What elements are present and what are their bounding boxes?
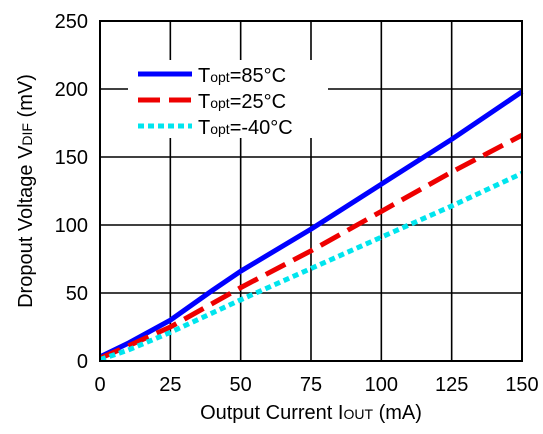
legend-label: Topt=-40°C [198,117,293,139]
legend-label-rest: =-40°C [230,117,293,139]
tick-labels: 0 25 50 75 100 125 150 0 50 100 150 200 250 [55,11,539,396]
legend-label-rest: =85°C [230,65,286,87]
x-tick-label: 125 [435,374,468,396]
legend-label-main: T [198,117,210,139]
x-tick-label: 0 [94,374,105,396]
x-tick-label: 75 [300,374,322,396]
legend-label-main: T [198,91,210,113]
legend-label-sub: opt [210,69,230,85]
y-tick-label: 150 [55,147,88,169]
series-line [98,132,524,361]
y-axis-title: Dropout Voltage VDIF (mV) [15,74,37,308]
y-tick-label: 100 [55,215,88,237]
y-tick-label: 50 [66,283,88,305]
legend-label: Topt=85°C [198,65,286,87]
legend-label-main: T [198,65,210,87]
legend-label-sub: opt [210,121,230,137]
plot-frame [99,20,523,362]
x-axis-title: Output Current IOUT (mA) [200,402,422,424]
y-tick-label: 200 [55,79,88,101]
legend-label-rest: =25°C [230,91,286,113]
x-tick-label: 50 [230,374,252,396]
x-tick-label: 150 [505,374,538,396]
series-line [98,89,524,360]
y-tick-label: 0 [77,351,88,373]
series-layer [98,89,524,362]
x-tick-label: 25 [159,374,181,396]
x-tick-label: 100 [365,374,398,396]
y-tick-label: 250 [55,11,88,33]
series-line [99,171,524,362]
legend-label-sub: opt [210,95,230,111]
legend-label: Topt=25°C [198,91,286,113]
